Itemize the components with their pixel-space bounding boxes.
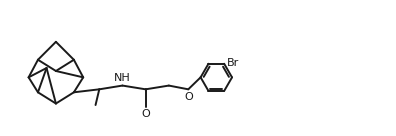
Text: O: O <box>141 109 150 119</box>
Text: NH: NH <box>114 73 131 83</box>
Text: Br: Br <box>227 58 239 68</box>
Text: O: O <box>184 92 192 102</box>
